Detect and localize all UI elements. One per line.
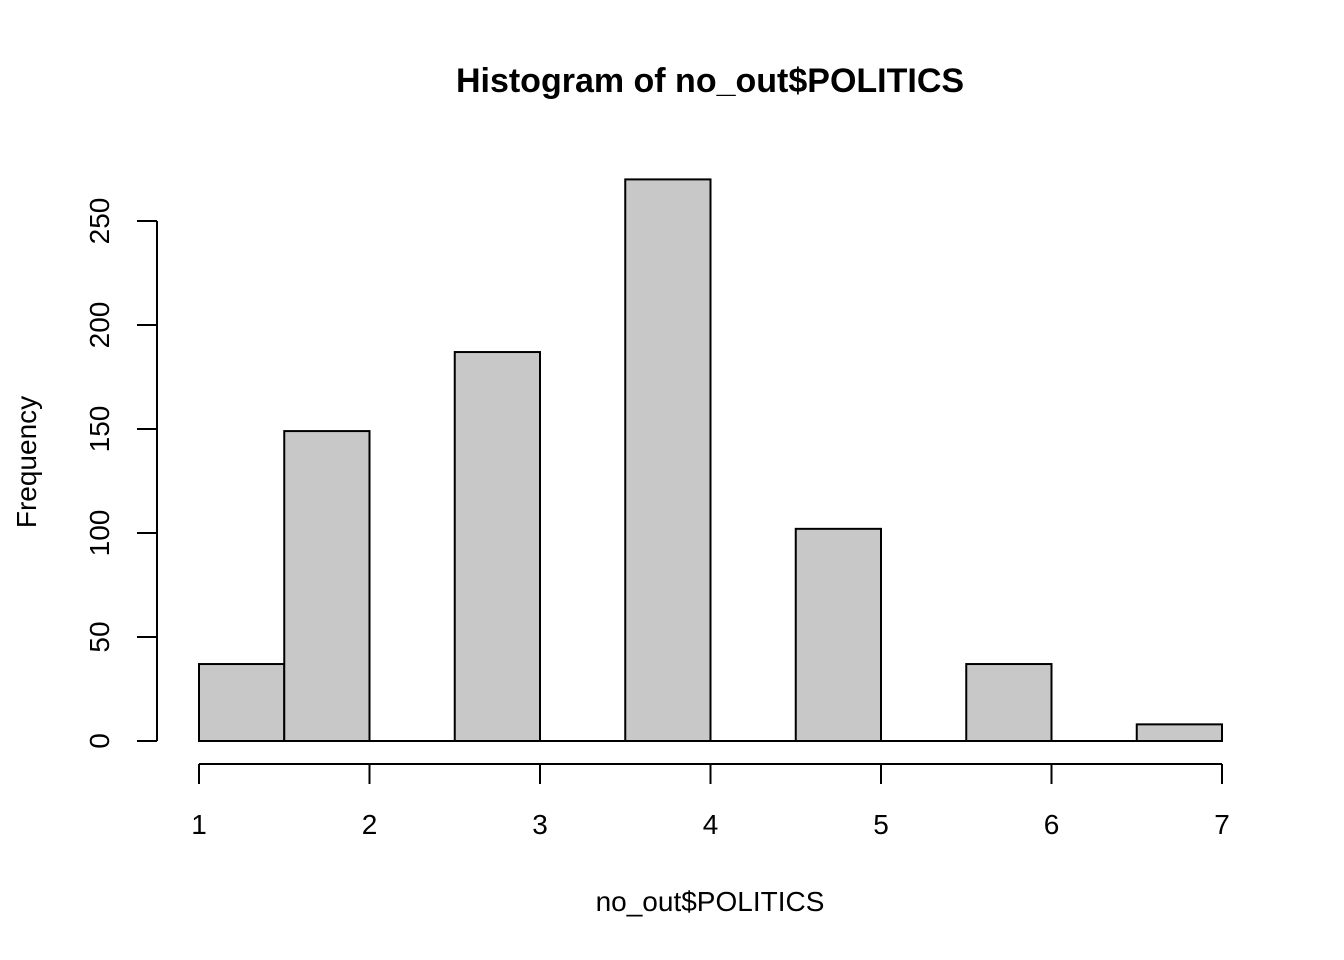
- histogram-bar-12: [1135, 723, 1223, 742]
- histogram-bar-8: [794, 527, 882, 743]
- x-tick-label-4: 4: [703, 809, 719, 840]
- x-tick-label-7: 7: [1214, 809, 1230, 840]
- histogram-bar-10: [965, 663, 1053, 742]
- histogram-bar-6: [624, 178, 712, 742]
- histogram-bar-2: [283, 430, 371, 742]
- bars-group: [198, 178, 1223, 743]
- x-tick-label-5: 5: [873, 809, 889, 840]
- y-axis-label: Frequency: [11, 396, 42, 528]
- y-tick-label-100: 100: [84, 510, 115, 557]
- x-axis: 1 2 3 4 5 6 7: [191, 763, 1230, 840]
- y-tick-label-250: 250: [84, 198, 115, 245]
- x-tick-label-1: 1: [191, 809, 207, 840]
- histogram-bar-1: [198, 663, 286, 742]
- x-tick-label-3: 3: [532, 809, 548, 840]
- y-tick-label-150: 150: [84, 406, 115, 453]
- histogram-bar-4: [453, 351, 541, 742]
- y-tick-label-0: 0: [84, 733, 115, 749]
- y-tick-label-200: 200: [84, 302, 115, 349]
- chart-title: Histogram of no_out$POLITICS: [456, 62, 964, 100]
- x-tick-label-6: 6: [1044, 809, 1060, 840]
- y-tick-label-50: 50: [84, 621, 115, 652]
- x-tick-label-2: 2: [362, 809, 378, 840]
- x-axis-label: no_out$POLITICS: [596, 886, 825, 917]
- y-axis: 0 50 100 150 200 250: [84, 198, 158, 749]
